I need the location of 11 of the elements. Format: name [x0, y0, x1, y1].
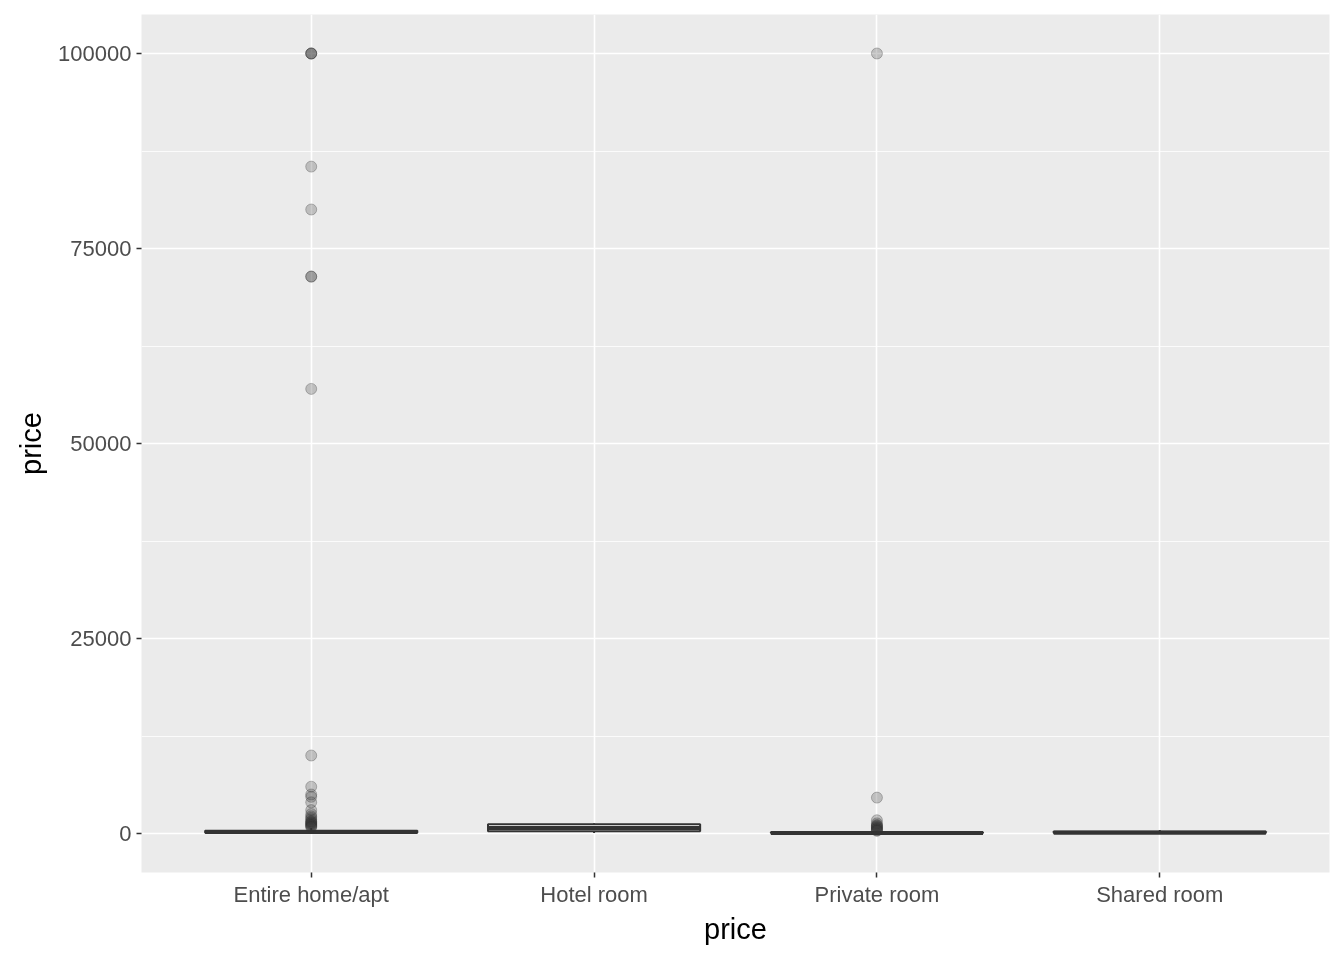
y-tick-label: 75000 [70, 236, 132, 261]
y-tick-label: 100000 [58, 41, 132, 66]
x-tick-label: Shared room [1096, 881, 1224, 907]
x-tick-label: Hotel room [540, 881, 648, 907]
x-tick-label: Entire home/apt [233, 881, 389, 907]
y-axis-title: price [15, 412, 48, 475]
y-tick-label: 0 [119, 821, 132, 846]
y-tick-label: 25000 [70, 626, 132, 651]
x-axis-title: price [704, 912, 767, 945]
y-tick-label: 50000 [70, 431, 132, 456]
x-tick-label: Private room [814, 881, 940, 907]
